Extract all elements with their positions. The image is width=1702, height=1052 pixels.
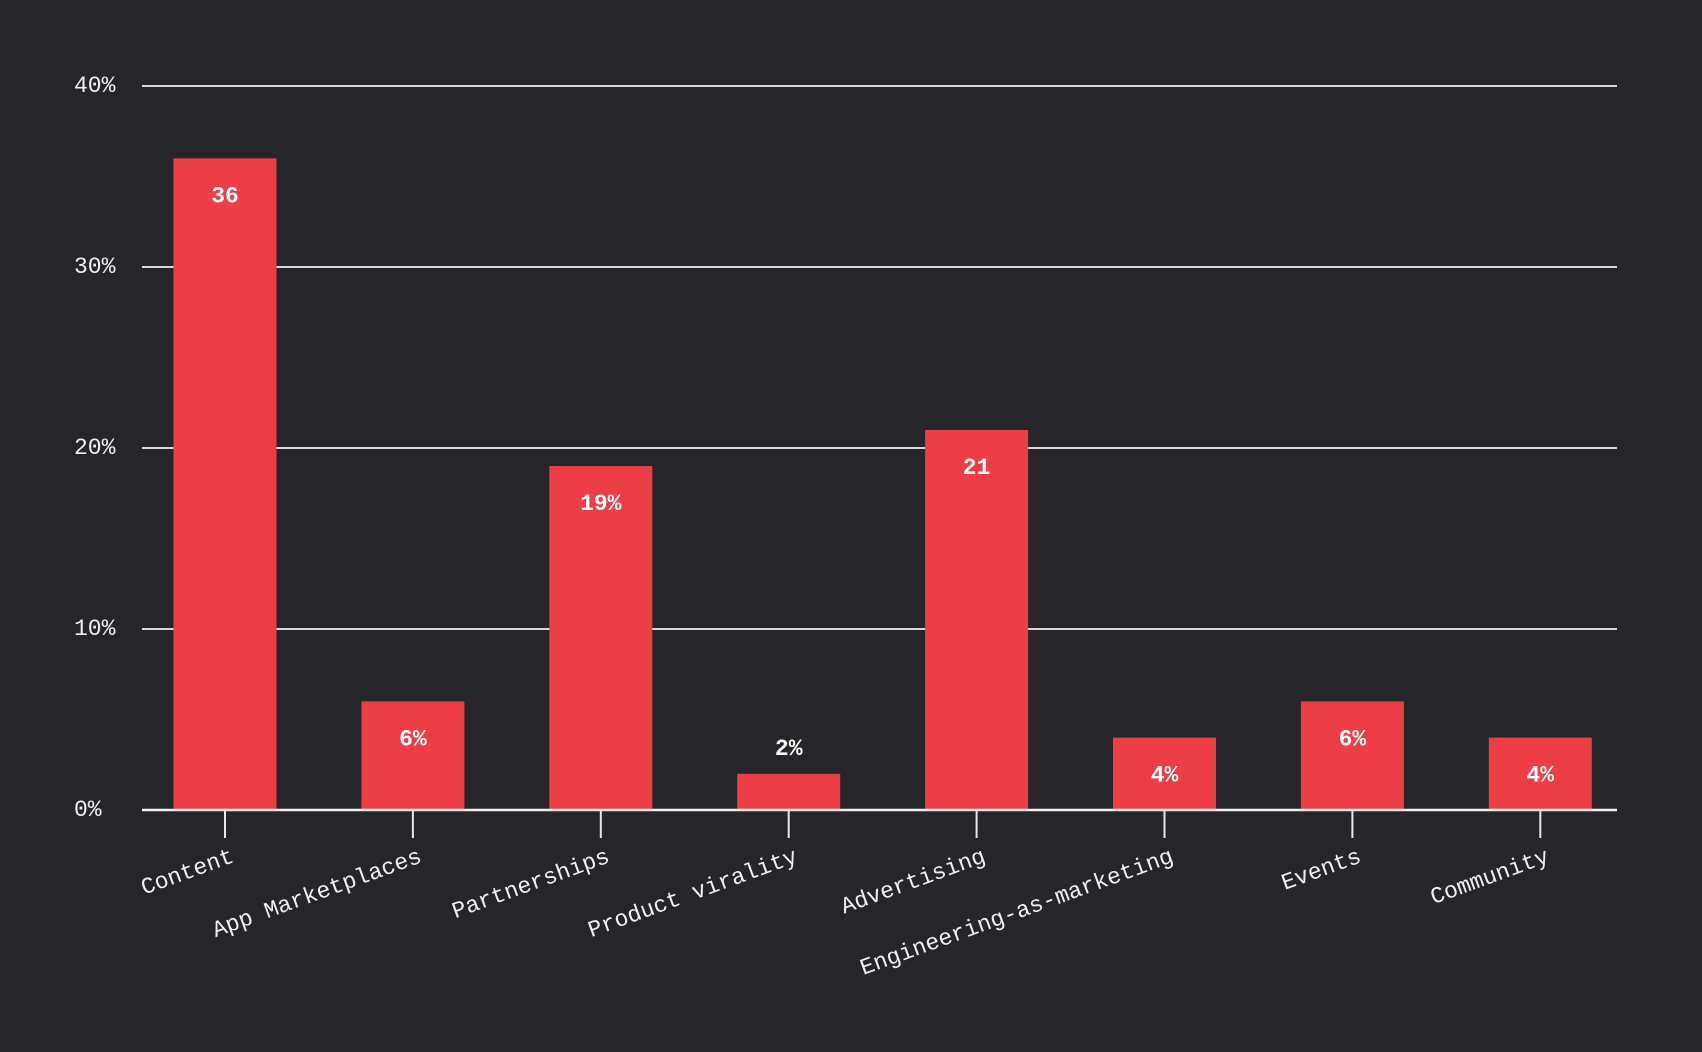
bar xyxy=(925,429,1029,810)
bar xyxy=(1300,701,1404,810)
bar xyxy=(549,466,653,810)
y-tick-label: 0% xyxy=(74,797,102,823)
value-label: 6% xyxy=(1339,726,1367,752)
value-label: 4% xyxy=(1526,763,1554,789)
bar xyxy=(361,701,465,810)
bar xyxy=(737,773,841,810)
y-tick-label: 40% xyxy=(74,73,116,99)
y-tick-label: 10% xyxy=(74,616,116,642)
bar xyxy=(1488,737,1592,810)
value-label: 21 xyxy=(963,455,991,481)
value-label: 6% xyxy=(399,726,427,752)
bar xyxy=(173,158,277,810)
bar xyxy=(1113,737,1216,810)
value-label: 2% xyxy=(775,736,803,762)
y-tick-label: 30% xyxy=(74,254,116,280)
value-label: 4% xyxy=(1151,763,1179,789)
y-tick-label: 20% xyxy=(74,435,116,461)
value-label: 36 xyxy=(211,183,239,209)
value-label: 19% xyxy=(580,491,622,517)
